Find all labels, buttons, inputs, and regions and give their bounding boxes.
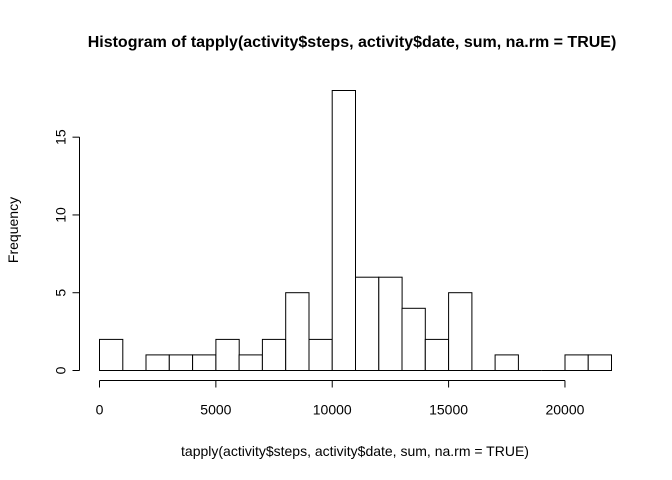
- histogram-bar: [285, 292, 310, 372]
- histogram-bar: [424, 338, 450, 371]
- y-tick-label: 10: [53, 207, 69, 223]
- y-tick-label: 5: [53, 289, 69, 297]
- x-axis-label: tapply(activity$steps, activity$date, su…: [181, 443, 529, 459]
- histogram-bar: [308, 338, 333, 371]
- bars-group: [99, 90, 613, 372]
- histogram-bar: [378, 276, 403, 372]
- chart-title: Histogram of tapply(activity$steps, acti…: [88, 34, 617, 51]
- histogram-bar: [238, 354, 263, 371]
- y-tick-label: 0: [53, 366, 69, 374]
- histogram-bar: [401, 307, 426, 371]
- x-tick-label: 15000: [429, 402, 468, 418]
- histogram-bar: [355, 276, 380, 372]
- x-axis: 0 5000 10000 15000 20000: [96, 380, 585, 418]
- histogram-bar: [192, 354, 217, 371]
- x-tick-label: 0: [96, 402, 104, 418]
- histogram-bar: [494, 354, 519, 371]
- histogram-bar: [168, 354, 194, 371]
- x-tick-label: 20000: [545, 402, 584, 418]
- histogram-bar: [261, 338, 287, 371]
- histogram-bar: [145, 354, 170, 371]
- x-tick-label: 5000: [200, 402, 231, 418]
- y-axis: 0 5 10 15: [53, 129, 80, 374]
- x-tick-label: 10000: [313, 402, 352, 418]
- histogram-bar: [564, 354, 589, 371]
- histogram-bar: [99, 338, 124, 371]
- histogram-bar: [215, 338, 240, 371]
- y-axis-label: Frequency: [5, 197, 21, 263]
- y-tick-label: 15: [53, 129, 69, 145]
- histogram-bar: [448, 292, 473, 372]
- histogram-bar: [331, 90, 357, 371]
- histogram-bar: [587, 354, 613, 371]
